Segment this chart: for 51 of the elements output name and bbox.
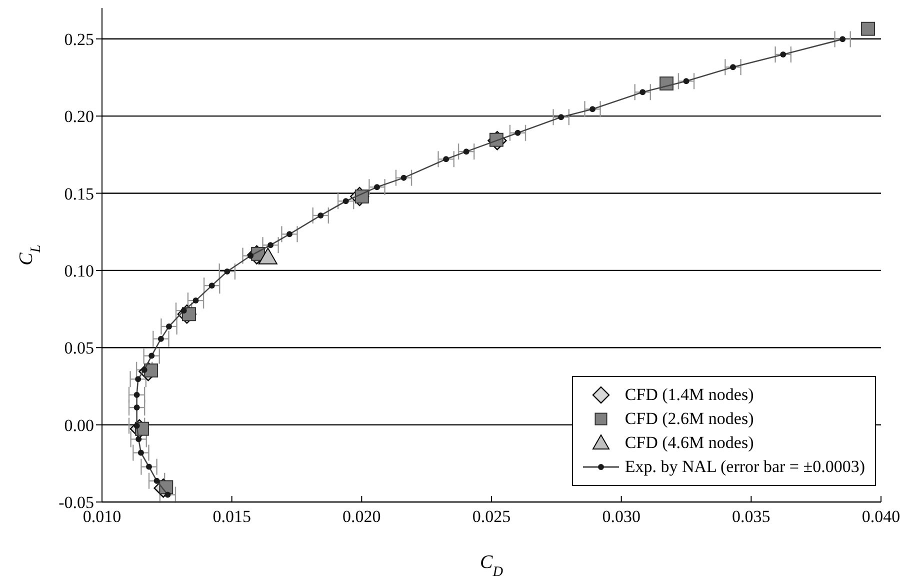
point xyxy=(258,248,278,264)
point xyxy=(134,392,140,398)
point xyxy=(136,436,142,442)
point xyxy=(164,492,171,498)
point xyxy=(192,298,199,304)
point xyxy=(374,184,380,190)
x-tick-label: 0.040 xyxy=(862,507,900,526)
point xyxy=(558,114,564,120)
point xyxy=(268,242,274,248)
point xyxy=(400,174,407,181)
point xyxy=(840,36,846,42)
y-tick-label: 0.05 xyxy=(64,338,94,358)
y-tick-label: 0.00 xyxy=(64,416,94,435)
x-tick-label: 0.015 xyxy=(212,507,251,526)
point xyxy=(134,404,140,411)
legend-label: Exp. by NAL (error bar = ±0.0003) xyxy=(624,457,865,477)
point xyxy=(590,106,596,112)
point xyxy=(660,76,674,90)
point xyxy=(342,198,349,204)
point xyxy=(514,130,521,136)
x-tick-label: 0.010 xyxy=(82,507,122,526)
point xyxy=(683,78,690,84)
x-tick-label: 0.020 xyxy=(342,507,381,526)
point xyxy=(463,148,470,155)
point xyxy=(135,376,142,382)
point xyxy=(318,212,324,218)
point xyxy=(148,352,155,359)
x-tick-label: 0.025 xyxy=(472,507,511,526)
point xyxy=(158,336,164,342)
y-tick-label: 0.20 xyxy=(64,107,94,126)
y-tick-label: 0.25 xyxy=(64,30,94,49)
point xyxy=(730,64,736,70)
point xyxy=(138,450,144,456)
point xyxy=(286,231,292,238)
y-tick-label: 0.15 xyxy=(64,184,94,204)
legend-label: CFD (2.6M nodes) xyxy=(624,409,754,429)
point xyxy=(780,51,786,58)
point xyxy=(443,156,450,162)
x-axis-title: C$_{D}$ xyxy=(480,552,504,580)
point xyxy=(224,268,230,275)
x-tick-label: 0.030 xyxy=(602,507,640,526)
point xyxy=(154,478,160,484)
point xyxy=(146,464,152,470)
x-tick-label: 0.035 xyxy=(732,507,770,526)
point xyxy=(166,323,172,330)
point xyxy=(208,282,215,289)
point xyxy=(640,89,646,96)
y-tick-label: 0.10 xyxy=(64,261,94,280)
legend-label: CFD (1.4M nodes) xyxy=(624,385,754,405)
legend-label: CFD (4.6M nodes) xyxy=(624,433,754,453)
point xyxy=(861,22,875,36)
